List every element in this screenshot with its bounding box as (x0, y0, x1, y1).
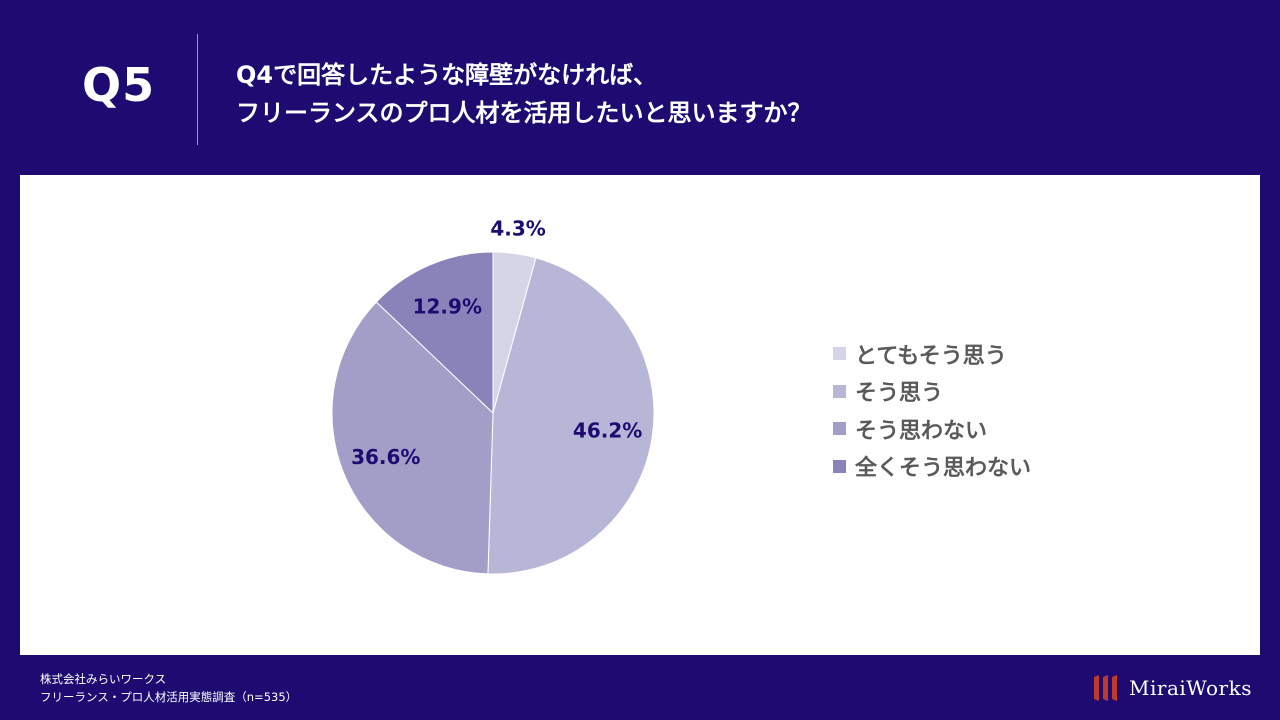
legend-swatch (833, 422, 846, 436)
legend-label: そう思わない (855, 418, 988, 444)
data-label-3: 36.6% (351, 445, 420, 469)
question-text: Q4で回答したような障壁がなければ、 フリーランスのプロ人材を活用したいと思いま… (236, 56, 812, 132)
legend-swatch (833, 347, 846, 361)
legend-label: そう思う (855, 381, 944, 407)
legend-swatch (833, 459, 846, 473)
pie-chart: 4.3% 46.2% 36.6% 12.9% (331, 217, 655, 575)
question-line-1: Q4で回答したような障壁がなければ、 (236, 61, 658, 89)
legend-label: 全くそう思わない (855, 456, 1032, 482)
question-line-2: フリーランスのプロ人材を活用したいと思いますか？ (236, 99, 812, 127)
bars-logo-icon (1094, 675, 1118, 701)
legend-item: とてもそう思う (833, 335, 1031, 373)
footer-survey: フリーランス・プロ人材活用実態調査（n=535） (40, 690, 298, 704)
footer-company: 株式会社みらいワークス (40, 672, 167, 686)
data-label-2: 46.2% (573, 418, 642, 442)
legend-label: とてもそう思う (855, 343, 1007, 369)
pie-slice-4 (375, 251, 494, 415)
legend-item: そう思わない (833, 410, 1031, 448)
footer: 株式会社みらいワークス フリーランス・プロ人材活用実態調査（n=535） (40, 670, 297, 706)
brand-logo: MiraiWorks (1091, 675, 1252, 701)
question-number: Q5 (82, 58, 156, 112)
legend-item: 全くそう思わない (833, 448, 1031, 486)
data-label-4: 12.9% (413, 294, 482, 318)
brand-name: MiraiWorks (1129, 676, 1252, 700)
chart-panel: 4.3% 46.2% 36.6% 12.9% とてもそう思う そう思うそう思わない全くそ… (20, 175, 1260, 655)
legend-swatch (833, 384, 846, 398)
pie-slice-2 (487, 257, 655, 575)
legend-item: そう思う (833, 373, 1031, 411)
header-divider (197, 34, 198, 145)
data-label-1: 4.3% (490, 217, 545, 241)
pie-slice-3 (331, 301, 494, 575)
chart-legend: とてもそう思う そう思うそう思わない全くそう思わない (833, 335, 1031, 485)
